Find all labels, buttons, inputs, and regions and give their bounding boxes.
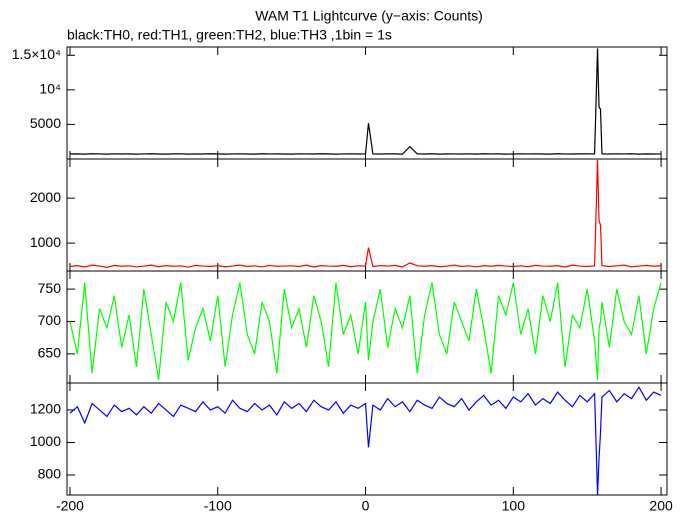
y-tick-label: 800 — [38, 466, 62, 482]
y-tick-label: 10⁴ — [39, 81, 61, 97]
y-tick-label: 1.5×10⁴ — [12, 46, 61, 62]
x-tick-label: -200 — [56, 498, 84, 514]
chart-subtitle: black:TH0, red:TH1, green:TH2, blue:TH3 … — [67, 27, 392, 43]
x-tick-label: 100 — [502, 498, 526, 514]
series-line — [69, 48, 662, 155]
x-tick-label: 200 — [649, 498, 673, 514]
y-tick-label: 2000 — [30, 189, 61, 205]
x-tick-label: -100 — [204, 498, 232, 514]
y-tick-label: 700 — [38, 312, 62, 328]
panel-frame — [66, 382, 668, 496]
y-tick-label: 1000 — [30, 234, 61, 250]
y-tick-label: 650 — [38, 345, 62, 361]
x-tick-label: 0 — [362, 498, 370, 514]
series-line — [69, 159, 662, 269]
series-line — [69, 386, 662, 495]
chart-title: WAM T1 Lightcurve (y−axis: Counts) — [255, 8, 483, 24]
y-tick-label: 1200 — [30, 401, 61, 417]
y-tick-label: 1000 — [30, 433, 61, 449]
y-tick-label: 750 — [38, 280, 62, 296]
y-tick-label: 5000 — [30, 115, 61, 131]
series-line — [69, 282, 662, 380]
